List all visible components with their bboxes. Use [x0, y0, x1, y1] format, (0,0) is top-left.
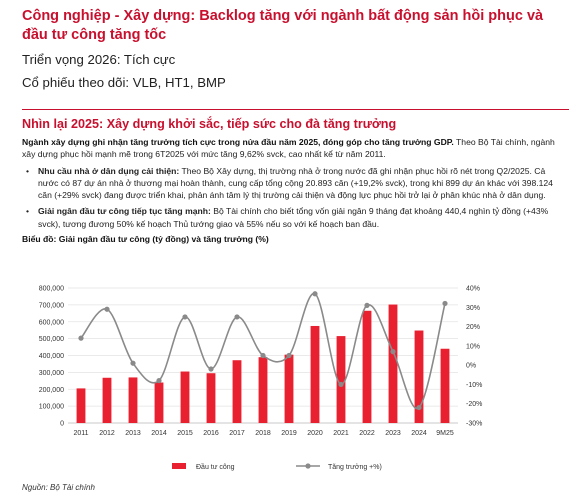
y-left-tick-label: 500,000	[39, 336, 64, 343]
growth-point	[416, 404, 422, 411]
growth-point	[104, 306, 110, 312]
bar	[388, 304, 398, 423]
bar	[284, 354, 294, 423]
growth-point	[208, 366, 214, 372]
y-right-tick-label: 0%	[466, 363, 476, 370]
bar	[102, 377, 112, 423]
bar	[414, 330, 424, 423]
growth-point	[364, 302, 370, 308]
bar	[310, 325, 320, 423]
bar	[232, 360, 242, 423]
intro-text: Theo Bộ Tài chính, ngành xây dựng phục h…	[22, 137, 555, 160]
bullet-dot: •	[26, 206, 30, 217]
x-tick-label: 2011	[73, 430, 88, 437]
growth-point	[234, 314, 240, 320]
growth-line	[80, 292, 446, 410]
combo-chart: 0 100,000 200,000 300,000 400,000 500,000 600,…	[39, 286, 483, 472]
growth-point	[260, 352, 266, 359]
y-left-tick-label: 600,000	[39, 319, 64, 326]
x-tick-label: 2018	[255, 430, 271, 437]
y-right-tick-label: -10%	[466, 382, 482, 389]
bar	[258, 357, 268, 423]
page-title: Công nghiệp - Xây dựng: Backlog tăng với…	[22, 8, 544, 43]
x-tick-label: 2019	[281, 430, 297, 437]
y-left-tick-label: 400,000	[39, 353, 64, 360]
y-left-tick-label: 200,000	[39, 387, 64, 394]
bar	[362, 310, 372, 423]
bar	[76, 388, 86, 423]
bullet-heading: Nhu cầu nhà ở dân dụng cải thiện:	[38, 165, 180, 176]
growth-point	[312, 291, 318, 297]
source-note: Nguồn: Bộ Tài chính	[22, 483, 95, 492]
y-right-tick-label: 10%	[466, 343, 480, 350]
bar	[154, 382, 164, 423]
y-left-tick-label: 700,000	[39, 302, 64, 309]
bullet-list: • Nhu cầu nhà ở dân dụng cải thiện: Theo …	[22, 165, 562, 230]
watchlist-line: Cổ phiếu theo dõi: VLB, HT1, BMP	[22, 75, 226, 90]
bullet-heading: Giải ngân đầu tư công tiếp tục tăng mạnh…	[38, 206, 211, 217]
bar	[128, 377, 138, 423]
bar	[440, 348, 450, 423]
y-right-tick-label: -20%	[466, 401, 482, 408]
growth-point	[390, 349, 396, 355]
intro-paragraph: Ngành xây dựng ghi nhận tăng trưởng tích…	[22, 136, 562, 161]
outlook-line: Triển vọng 2026: Tích cực	[22, 52, 176, 67]
y-left-tick-label: 300,000	[39, 370, 64, 377]
growth-point	[78, 335, 84, 341]
y-right-tick-label: 30%	[466, 305, 480, 312]
x-tick-label: 2017	[229, 430, 245, 437]
growth-point	[442, 300, 448, 307]
section-divider	[22, 109, 569, 110]
x-tick-label: 2013	[125, 430, 141, 437]
y-left-tick-label: 800,000	[39, 286, 64, 293]
y-right-tick-label: 40%	[466, 286, 480, 293]
legend-line-label: Tăng trưởng +%)	[328, 463, 382, 471]
legend-bar-label: Đầu tư công	[196, 462, 235, 471]
x-tick-label: 2020	[307, 430, 323, 437]
x-tick-label: 2024	[411, 430, 427, 437]
legend-bar-swatch	[172, 463, 186, 469]
bullet-text: Theo Bộ Xây dựng, thị trường nhà ở trong…	[38, 165, 553, 201]
bullet-dot: •	[26, 165, 30, 176]
bar	[336, 336, 346, 423]
bar	[180, 371, 190, 423]
x-tick-label: 2016	[203, 430, 219, 437]
intro-bold: Ngành xây dựng ghi nhận tăng trưởng tích…	[22, 137, 454, 147]
x-tick-label: 2012	[99, 430, 115, 437]
chart-title: Biểu đồ: Giải ngân đầu tư công (tỷ đồng)…	[22, 234, 269, 245]
growth-point	[286, 352, 292, 359]
growth-point	[338, 381, 344, 388]
y-left-tick-label: 0	[60, 421, 64, 428]
section-title: Nhìn lại 2025: Xây dựng khởi sắc, tiếp s…	[22, 117, 397, 131]
x-tick-label: 2015	[177, 430, 193, 437]
growth-point	[156, 377, 162, 384]
growth-point	[130, 360, 136, 366]
x-tick-label: 2023	[385, 430, 401, 437]
bullet-item-public-investment: • Giải ngân đầu tư công tiếp tục tăng mạn…	[22, 205, 562, 230]
bar	[206, 373, 216, 423]
x-tick-label: 2021	[333, 430, 349, 437]
x-tick-label: 2022	[359, 430, 375, 437]
bullet-item-housing: • Nhu cầu nhà ở dân dụng cải thiện: Theo …	[22, 165, 562, 202]
x-tick-label: 9M25	[436, 430, 454, 437]
y-right-tick-label: -30%	[466, 421, 482, 428]
legend-line-marker	[305, 463, 311, 469]
growth-point	[182, 314, 188, 320]
y-right-tick-label: 20%	[466, 324, 480, 331]
bullet-text: Bộ Tài chính cho biết tổng vốn giải ngân…	[38, 206, 549, 229]
x-tick-label: 2014	[151, 430, 167, 437]
y-left-tick-label: 100,000	[39, 404, 64, 411]
